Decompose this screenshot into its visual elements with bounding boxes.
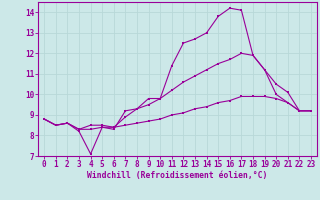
X-axis label: Windchill (Refroidissement éolien,°C): Windchill (Refroidissement éolien,°C) xyxy=(87,171,268,180)
